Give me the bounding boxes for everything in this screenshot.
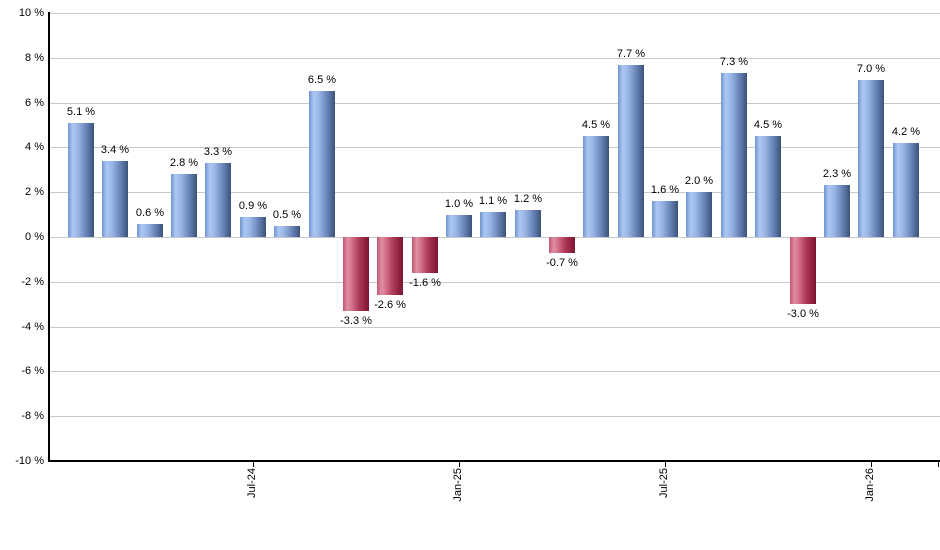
bar-value-label: 1.6 % xyxy=(650,184,680,196)
y-axis-tick-label: -8 % xyxy=(21,410,44,422)
bar-value-label: 6.5 % xyxy=(307,74,337,86)
y-axis-tick-label: 4 % xyxy=(25,141,44,153)
bar-value-label: -3.3 % xyxy=(340,315,372,327)
bar xyxy=(858,80,884,237)
bar xyxy=(171,174,197,237)
bar xyxy=(824,185,850,237)
gridline xyxy=(48,237,940,238)
x-axis-tick-label: Jan-26 xyxy=(864,468,876,502)
bar xyxy=(102,161,128,237)
bar-value-label: 7.0 % xyxy=(856,63,886,75)
bar-value-label: 4.2 % xyxy=(891,126,921,138)
x-axis-tick xyxy=(253,462,254,467)
gridline xyxy=(48,13,940,14)
bar-value-label: 1.1 % xyxy=(478,195,508,207)
gridline xyxy=(48,327,940,328)
bar xyxy=(755,136,781,237)
x-axis-end-tick xyxy=(938,462,939,467)
x-axis-tick xyxy=(871,462,872,467)
bar xyxy=(137,224,163,237)
bar xyxy=(790,237,816,304)
bar-value-label: 3.4 % xyxy=(100,144,130,156)
bar-value-label: 4.5 % xyxy=(581,119,611,131)
bar-value-label: 3.3 % xyxy=(203,146,233,158)
gridline xyxy=(48,192,940,193)
y-axis-tick-label: 10 % xyxy=(18,7,44,19)
x-axis-tick xyxy=(459,462,460,467)
bar xyxy=(652,201,678,237)
y-axis-tick-label: 8 % xyxy=(25,52,44,64)
y-axis-tick-label: -10 % xyxy=(15,455,44,467)
bar-value-label: 7.3 % xyxy=(719,56,749,68)
bar xyxy=(446,215,472,237)
bar xyxy=(68,123,94,237)
bar-value-label: 0.9 % xyxy=(238,200,268,212)
x-axis-tick-label: Jan-25 xyxy=(452,468,464,502)
bar xyxy=(686,192,712,237)
y-axis-tick-label: 0 % xyxy=(25,231,44,243)
bar xyxy=(549,237,575,253)
bar xyxy=(480,212,506,237)
gridline xyxy=(48,103,940,104)
gridline xyxy=(48,371,940,372)
bar xyxy=(721,73,747,237)
bar xyxy=(274,226,300,237)
bar xyxy=(309,91,335,237)
gridline xyxy=(48,147,940,148)
bar-value-label: 2.0 % xyxy=(684,175,714,187)
bar xyxy=(583,136,609,237)
bar-value-label: 4.5 % xyxy=(753,119,783,131)
bar-value-label: 0.6 % xyxy=(135,207,165,219)
bar xyxy=(205,163,231,237)
bar-value-label: 1.2 % xyxy=(513,193,543,205)
y-axis-tick-label: -2 % xyxy=(21,276,44,288)
bar-value-label: 0.5 % xyxy=(272,209,302,221)
bar-value-label: -0.7 % xyxy=(546,257,578,269)
bar xyxy=(515,210,541,237)
bar-value-label: 2.3 % xyxy=(822,168,852,180)
bar-value-label: 7.7 % xyxy=(616,48,646,60)
gridline xyxy=(48,58,940,59)
y-axis-tick-label: -6 % xyxy=(21,365,44,377)
x-axis-tick xyxy=(665,462,666,467)
y-axis-tick-label: 6 % xyxy=(25,97,44,109)
bar-value-label: 5.1 % xyxy=(66,106,96,118)
bar xyxy=(377,237,403,295)
x-axis-tick-label: Jul-25 xyxy=(658,468,670,498)
gridline xyxy=(48,416,940,417)
bar xyxy=(240,217,266,237)
bar-value-label: 1.0 % xyxy=(444,198,474,210)
bar-value-label: -3.0 % xyxy=(787,308,819,320)
bar xyxy=(412,237,438,273)
bar-value-label: -2.6 % xyxy=(374,299,406,311)
bar xyxy=(618,65,644,237)
bar xyxy=(893,143,919,237)
bar-value-label: 2.8 % xyxy=(169,157,199,169)
y-axis-line xyxy=(48,12,50,462)
y-axis-tick-label: -4 % xyxy=(21,321,44,333)
bar xyxy=(343,237,369,311)
gridline xyxy=(48,282,940,283)
y-axis-tick-label: 2 % xyxy=(25,186,44,198)
x-axis-line xyxy=(48,460,940,462)
x-axis-tick-label: Jul-24 xyxy=(246,468,258,498)
bar-value-label: -1.6 % xyxy=(409,277,441,289)
